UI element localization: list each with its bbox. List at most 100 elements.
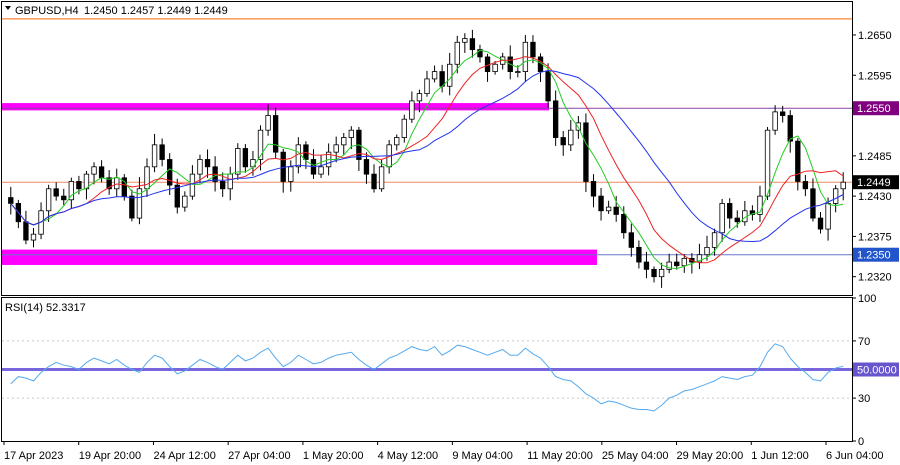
bull-candle-body bbox=[454, 41, 460, 65]
bear-candle-body bbox=[802, 181, 809, 190]
bear-candle-body bbox=[636, 246, 642, 263]
bull-candle-body bbox=[704, 246, 710, 256]
bear-candle-body bbox=[8, 197, 14, 204]
bull-candle-body bbox=[447, 63, 453, 87]
bear-candle-body bbox=[242, 148, 249, 168]
candle bbox=[182, 191, 188, 212]
rsi-line bbox=[10, 343, 844, 412]
bull-candle-body bbox=[409, 100, 415, 120]
level-tag-bg bbox=[853, 101, 899, 116]
candle bbox=[68, 177, 74, 210]
zones-layer bbox=[2, 103, 597, 265]
bear-candle-body bbox=[598, 195, 604, 212]
candle bbox=[167, 153, 173, 195]
bear-candle-body bbox=[621, 214, 627, 234]
ohlc-values: 1.2450 1.2457 1.2449 1.2449 bbox=[84, 5, 228, 17]
bull-candle-body bbox=[333, 144, 339, 153]
bull-candle-body bbox=[341, 137, 347, 146]
price-tick-label: 1.2485 bbox=[858, 151, 892, 163]
bull-candle-body bbox=[295, 144, 302, 168]
candle bbox=[114, 168, 120, 198]
price-tick-label: 1.2650 bbox=[858, 30, 892, 42]
bear-candle-body bbox=[628, 232, 634, 248]
candle bbox=[840, 172, 846, 201]
bull-candle-body bbox=[348, 129, 354, 138]
bear-candle-body bbox=[129, 195, 135, 219]
bull-candle-body bbox=[257, 129, 264, 160]
candle bbox=[469, 29, 476, 58]
bull-candle-body bbox=[144, 166, 150, 190]
bear-candle-body bbox=[651, 268, 657, 278]
bear-candle-body bbox=[121, 177, 127, 197]
candle bbox=[45, 184, 52, 222]
candle bbox=[727, 198, 733, 229]
bear-candle-body bbox=[583, 122, 589, 182]
time-tick-label: 9 May 04:00 bbox=[452, 450, 513, 462]
time-tick-label: 11 May 20:00 bbox=[527, 450, 593, 462]
bear-candle-body bbox=[674, 261, 680, 267]
candle bbox=[30, 228, 37, 248]
level-tag-bg bbox=[853, 247, 899, 262]
bull-candle-body bbox=[492, 63, 498, 72]
candle bbox=[159, 138, 165, 167]
x-axis-layer: 17 Apr 2023 19 Apr 20:00 24 Apr 12:00 27 Ap… bbox=[3, 441, 884, 462]
bear-candle-body bbox=[363, 159, 370, 175]
bear-candle-body bbox=[53, 188, 59, 197]
bear-candle-body bbox=[545, 71, 551, 102]
candle bbox=[492, 61, 498, 75]
candle bbox=[772, 105, 778, 135]
candle bbox=[235, 143, 241, 180]
time-tick-label: 1 May 20:00 bbox=[303, 450, 364, 462]
candle bbox=[378, 159, 385, 192]
time-tick-label: 27 Apr 04:00 bbox=[228, 450, 290, 462]
bull-candle-body bbox=[45, 188, 52, 212]
candle bbox=[136, 177, 143, 225]
price-tick-label: 1.2430 bbox=[858, 191, 892, 203]
moving-averages-layer bbox=[10, 49, 844, 270]
candle bbox=[401, 114, 407, 143]
bull-candle-body bbox=[719, 203, 725, 234]
level-tag-label: 1.2350 bbox=[857, 250, 891, 262]
bear-candle-body bbox=[106, 177, 112, 190]
bull-candle-body bbox=[424, 78, 430, 94]
bull-candle-body bbox=[711, 232, 718, 248]
candle bbox=[371, 164, 377, 193]
candle bbox=[583, 113, 589, 192]
price-tick-label: 1.2320 bbox=[858, 272, 892, 284]
candle bbox=[749, 205, 756, 221]
rsi-level-tag-label: 50.0000 bbox=[857, 365, 897, 377]
bull-candle-body bbox=[658, 268, 665, 278]
bull-candle-body bbox=[394, 137, 400, 146]
bear-candle-body bbox=[159, 144, 165, 160]
candle bbox=[265, 104, 271, 136]
candle bbox=[477, 44, 483, 63]
bear-candle-body bbox=[23, 221, 29, 241]
candle bbox=[242, 144, 249, 173]
current-price-tag-label: 1.2449 bbox=[857, 177, 891, 189]
bull-candle-body bbox=[696, 254, 703, 263]
bear-candle-body bbox=[727, 203, 733, 219]
candle bbox=[590, 174, 597, 208]
bear-candle-body bbox=[795, 140, 801, 182]
symbol-label[interactable]: GBPUSD,H4 bbox=[15, 5, 79, 17]
ma-mid-line bbox=[10, 56, 844, 264]
bear-candle-body bbox=[272, 115, 279, 153]
bull-candle-body bbox=[431, 71, 438, 80]
bull-candle-body bbox=[401, 118, 407, 138]
candle bbox=[129, 189, 135, 222]
bull-candle-body bbox=[151, 144, 158, 168]
bull-candle-body bbox=[825, 203, 831, 230]
bear-candle-body bbox=[817, 217, 824, 230]
candle bbox=[61, 188, 67, 206]
candle bbox=[83, 170, 90, 200]
rsi-layer bbox=[2, 340, 852, 412]
candle bbox=[643, 251, 650, 279]
bear-candle-body bbox=[61, 195, 67, 201]
symbol-dropdown-arrow-icon[interactable] bbox=[5, 6, 11, 10]
candle bbox=[568, 119, 574, 151]
candle bbox=[288, 160, 294, 192]
bear-candle-body bbox=[749, 210, 756, 215]
candle bbox=[696, 243, 703, 270]
candle bbox=[658, 262, 665, 288]
